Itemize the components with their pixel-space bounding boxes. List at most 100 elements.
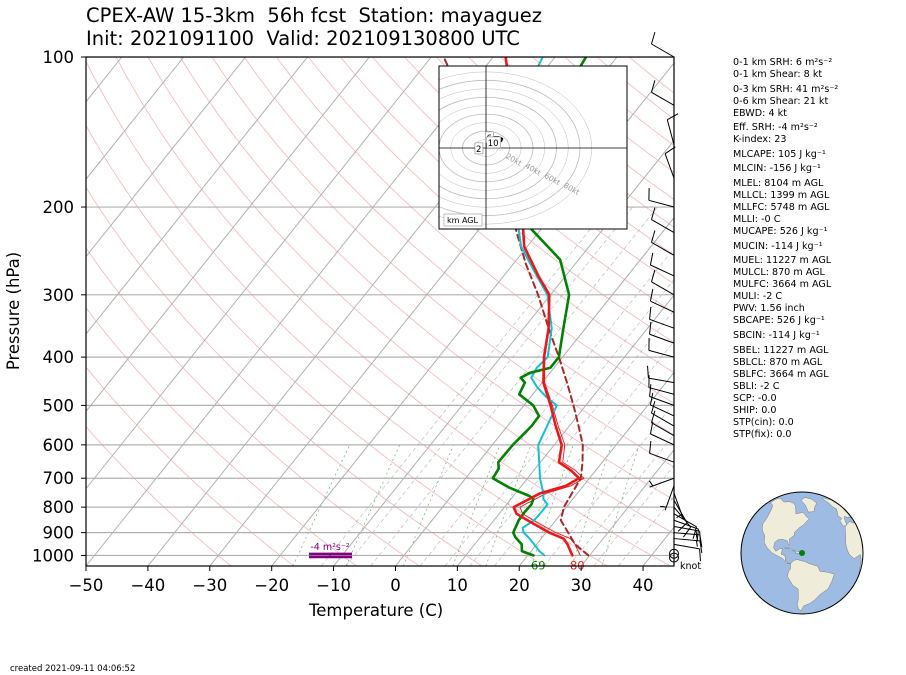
sounding-index: SBLCL: 870 m AGL [733,356,823,368]
x-tick-label: −30 [192,576,227,595]
wind-barb [660,485,675,511]
barb-shaft [651,43,675,58]
chart-subtitle: Init: 2021091100 Valid: 202109130800 UTC [86,27,520,50]
mixing-ratio-line [530,444,574,566]
sounding-index: MULI: -2 C [733,291,783,303]
dry-adiabat [307,57,674,374]
moist-adiabat [345,206,633,566]
sounding-index: MUCAPE: 526 J kg⁻¹ [733,226,828,238]
x-tick-label: 0 [390,576,401,595]
wind-barb [648,337,675,358]
dry-adiabat [86,366,294,566]
barb-flag [692,526,697,539]
barb-unit-label: knot [680,561,701,572]
x-tick-label: −40 [130,576,165,595]
mixing-ratio-line [601,444,640,566]
sounding-index: EBWD: 4 kt [733,107,787,119]
barb-shaft [651,281,675,296]
hodograph-height-marker: 2 [474,142,484,155]
isotherm [86,57,432,490]
dry-adiabat [86,186,483,566]
isotherm [580,449,674,566]
wind-barb [649,288,675,313]
sounding-index: MLEL: 8104 m AGL [733,177,824,189]
barb-shaft [666,119,675,145]
barb-flag [649,384,652,397]
barb-flag [647,365,649,379]
height-marker-box [486,136,502,149]
height-marker-label: 10 [488,139,499,149]
wind-barb [651,207,675,233]
barb-half-flag [660,505,667,508]
landmass-north-america [761,497,810,564]
barb-flag [651,400,656,414]
y-tick-label: 500 [43,396,75,415]
barb-flag [651,230,656,243]
height-marker-label: 2 [476,145,481,155]
barb-flag [651,31,656,45]
wind-barb [649,306,675,329]
wind-barb [651,269,675,296]
sounding-index: MUCIN: -114 J kg⁻¹ [733,240,823,252]
barb-shaft [649,452,675,463]
dry-adiabat [86,425,232,566]
dry-adiabat [243,57,674,436]
barb-flag [649,440,652,454]
x-tick-label: 30 [571,576,592,595]
wind-barb [673,519,699,542]
wind-barb [648,477,675,488]
sounding-index: MLCAPE: 105 J kg⁻¹ [733,148,826,160]
wind-barb [651,31,675,58]
barb-shaft [650,404,675,417]
barb-shaft [651,241,675,256]
barb-half-flag [695,540,698,547]
moist-adiabat [469,309,674,566]
globe-land [761,497,863,611]
sounding-index: SBCAPE: 526 J kg⁻¹ [733,315,825,327]
x-axis-label: Temperature (C) [308,601,443,620]
landmass-south-america [787,559,835,611]
mixing-ratio-line [485,444,532,566]
y-tick-label: 1000 [32,546,74,565]
sounding-index: MLLI: -0 C [733,214,781,226]
isotherm [86,57,308,335]
corner-label-box [443,213,483,227]
barb-shaft [651,219,675,233]
barb-shaft [648,377,675,384]
barb-shaft [648,349,675,358]
sounding-index: SBEL: 11227 m AGL [733,344,829,356]
barb-flag [651,207,656,220]
isotherm [86,57,185,180]
hodograph-frame [438,65,628,230]
mixing-ratio-line [292,444,351,566]
moist-adiabat [444,278,674,566]
barb-flag [649,421,654,434]
mixing-ratio-line [403,444,454,566]
sounding-index: MUEL: 11227 m AGL [733,255,832,267]
x-tick-label: 20 [509,576,530,595]
y-tick-label: 400 [43,348,75,367]
barb-flag [649,321,652,335]
y-axis-label: Pressure (hPa) [4,252,23,370]
barb-shaft [673,519,699,530]
sounding-index: MLLCL: 1399 m AGL [733,189,830,201]
sounding-index: MLLFC: 5748 m AGL [733,202,830,214]
landmass-cuba [784,547,796,552]
chart-title: CPEX-AW 15-3km 56h fcst Station: mayague… [86,4,543,27]
y-tick-label: 800 [43,498,75,517]
barb-shaft [664,485,675,511]
globe-outline [740,491,864,615]
dry-adiabat [275,57,674,404]
barb-shaft [651,412,675,427]
dry-adiabat [372,57,674,314]
barb-shaft [650,300,675,313]
sounding-index: 0-6 km Shear: 21 kt [733,95,829,107]
barb-flag [649,288,654,302]
height-marker-box [474,142,484,155]
wind-barb [651,410,675,437]
sounding-index: SBLI: -2 C [733,380,780,392]
sounding-index: MULCL: 870 m AGL [733,267,825,279]
sounding-indices-panel: 0-1 km SRH: 6 m²s⁻² 0-1 km Shear: 8 kt 0-3… [733,57,838,441]
sounding-index: STP(fix): 0.0 [733,428,792,440]
